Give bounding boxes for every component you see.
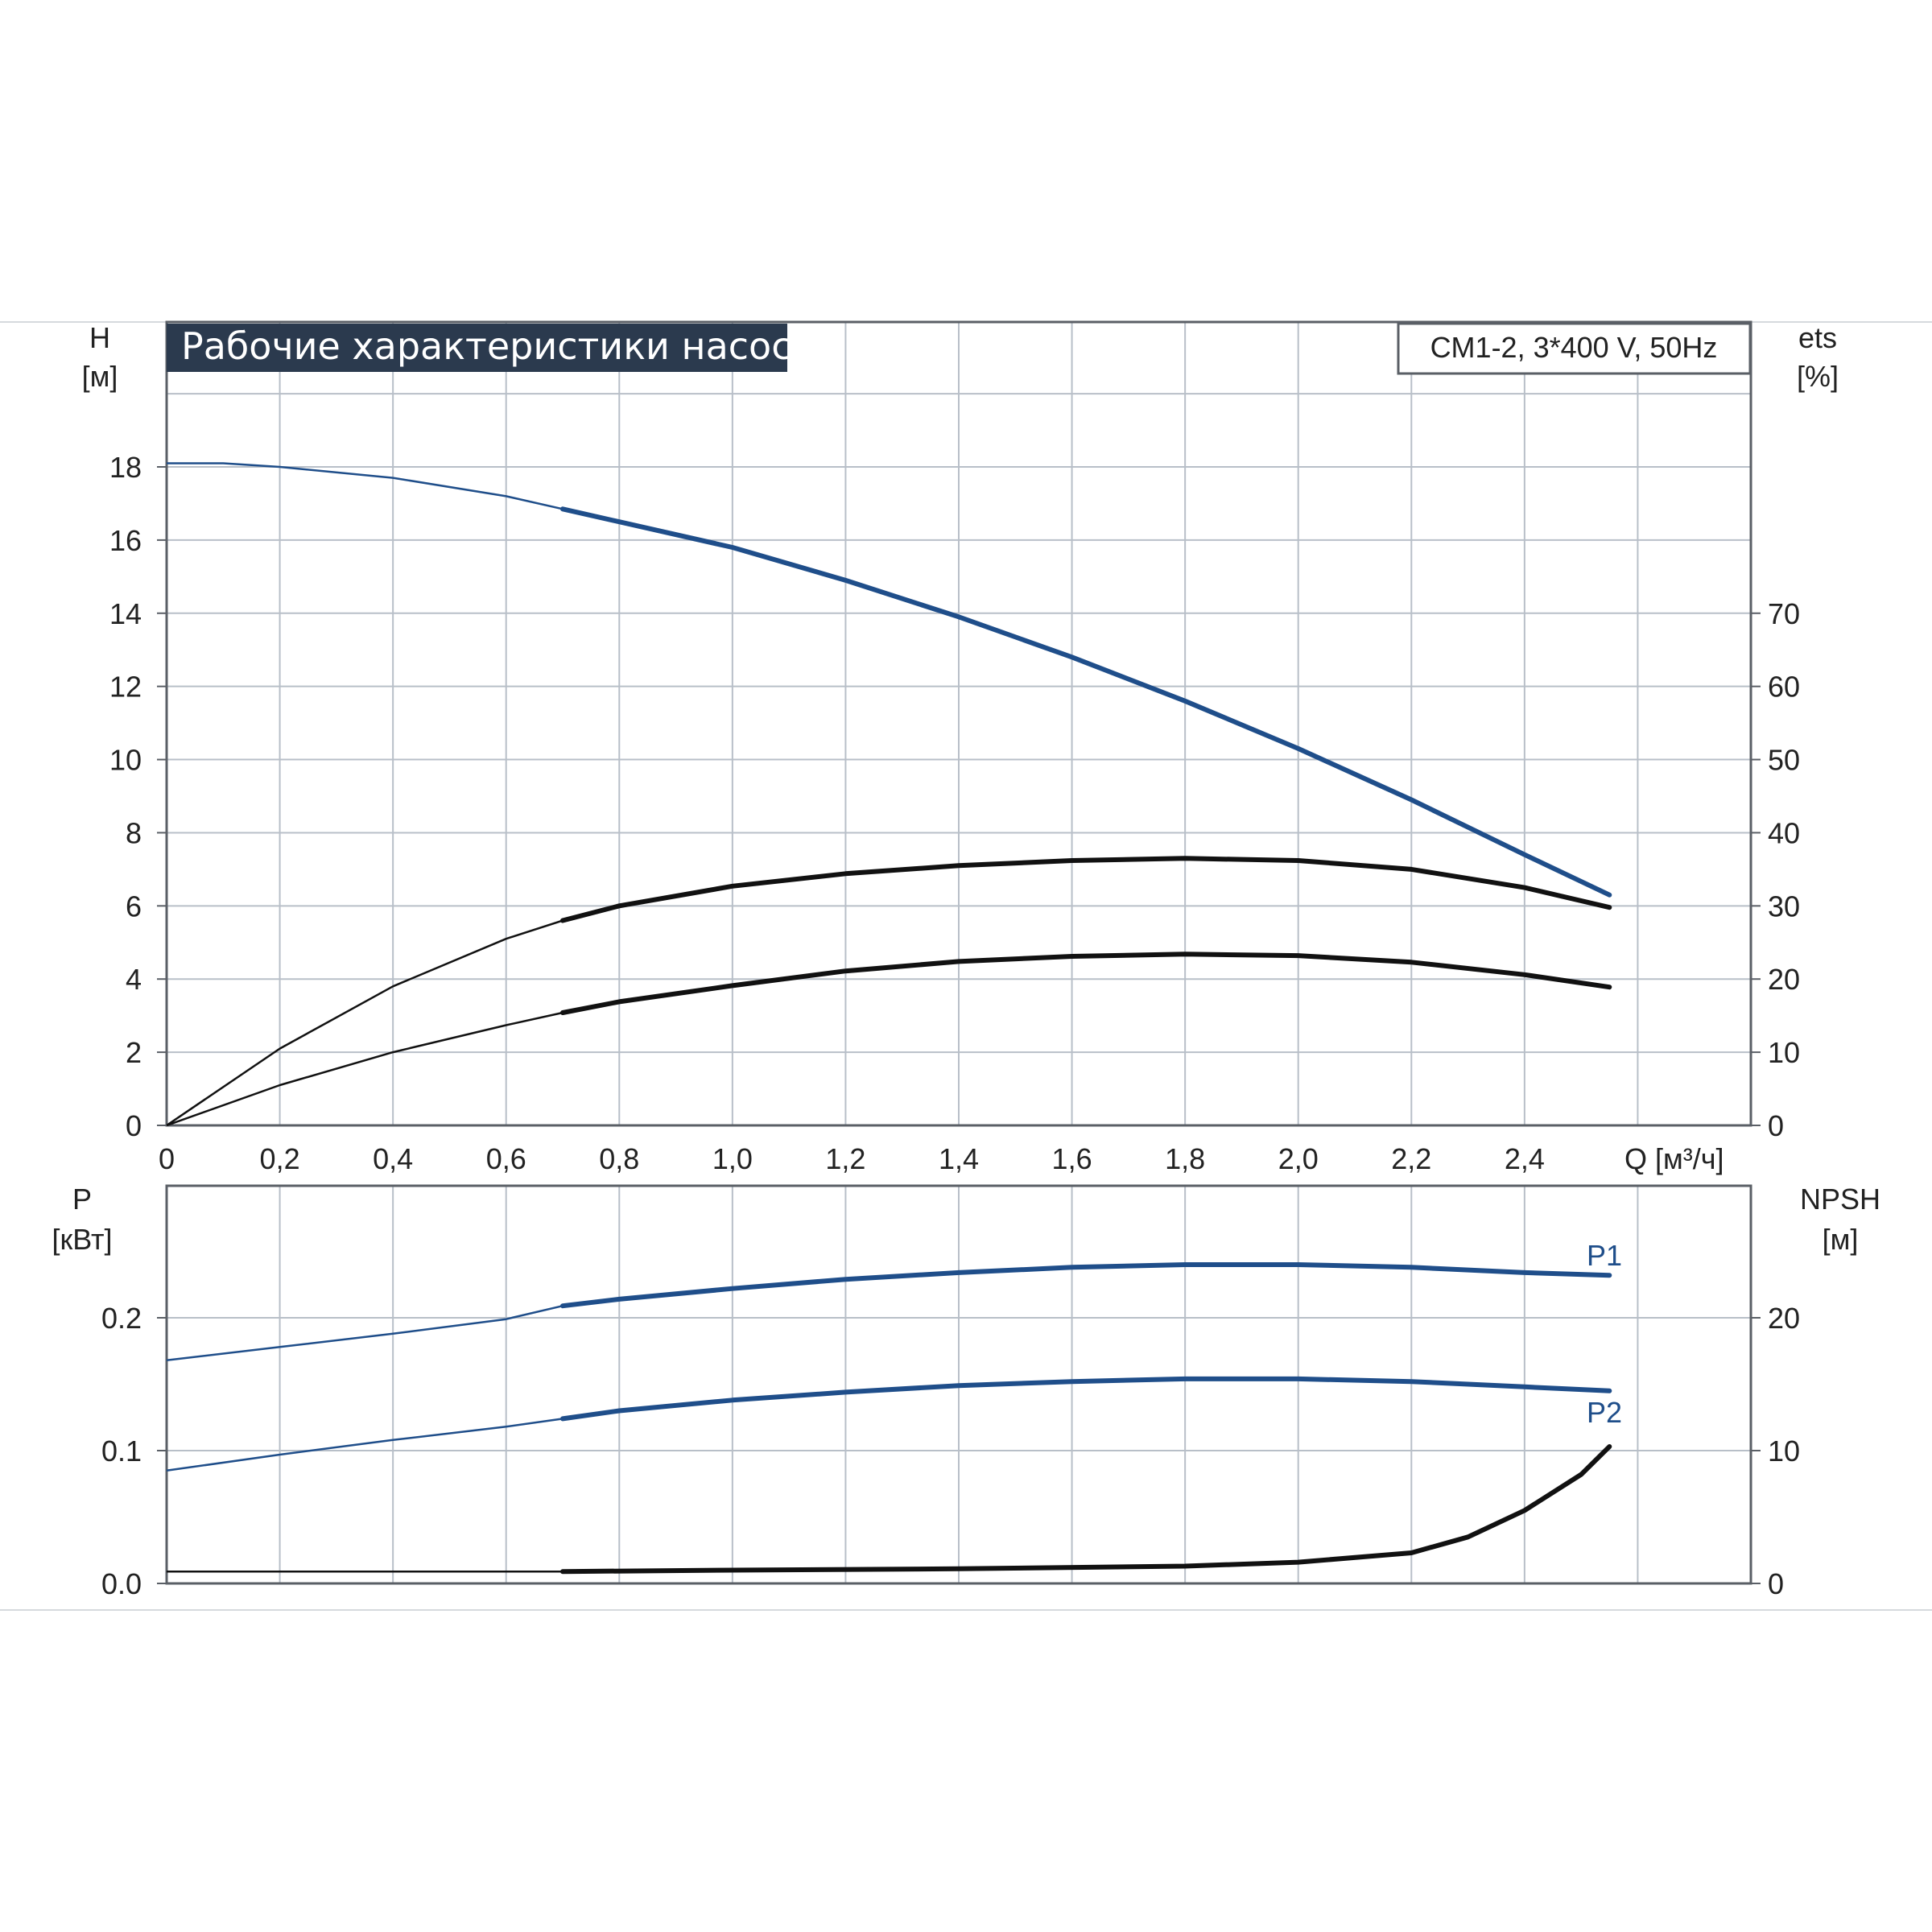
x-tick-label: 1,2 xyxy=(825,1142,865,1175)
upper-grid xyxy=(167,322,1751,1125)
x-tick-label: 0,8 xyxy=(599,1142,639,1175)
p2-curve-extrapolated xyxy=(166,1418,564,1472)
left-tick-label: 0.1 xyxy=(101,1435,142,1468)
left-tick-label: 18 xyxy=(109,451,142,484)
upper-curves xyxy=(166,462,1612,1127)
left-tick-label: 0.2 xyxy=(101,1302,142,1335)
right-tick-label: 50 xyxy=(1768,744,1800,777)
p2-curve xyxy=(560,1376,1612,1422)
lower-right-tick-labels: 0 10 20 xyxy=(1751,1302,1800,1600)
x-tick-labels: 0 0,2 0,4 0,6 0,8 1,0 1,2 1,4 1,6 1,8 2,0 2,2 2,4 xyxy=(159,1142,1545,1175)
p1-series-label: P1 xyxy=(1587,1239,1622,1272)
x-tick-label: 0,4 xyxy=(373,1142,413,1175)
left-tick-label: 2 xyxy=(126,1036,142,1069)
eta-axis-label: ets xyxy=(1798,321,1837,354)
left-tick-label: 14 xyxy=(109,597,142,630)
right-tick-label: 20 xyxy=(1768,1302,1800,1335)
npsh-curve xyxy=(560,1444,1612,1575)
left-tick-label: 6 xyxy=(126,890,142,923)
right-tick-label: 30 xyxy=(1768,890,1800,923)
right-tick-label: 10 xyxy=(1768,1036,1800,1069)
eta2-curve xyxy=(560,952,1612,1015)
left-tick-label: 0 xyxy=(126,1109,142,1142)
p1-curve-extrapolated xyxy=(166,1304,564,1362)
lower-panel: 0.0 0.1 0.2 0 10 20 P [кВт] NPSH [м] P1 P2 xyxy=(52,1183,1880,1600)
x-tick-label: 0,6 xyxy=(486,1142,526,1175)
upper-right-tick-labels: 0 10 20 30 40 50 60 70 xyxy=(1751,597,1800,1142)
h-curve-extrapolated xyxy=(167,462,564,510)
x-tick-label: 2,4 xyxy=(1505,1142,1545,1175)
upper-frame xyxy=(165,320,1752,1127)
h-curve xyxy=(560,506,1612,898)
x-tick-label: 1,0 xyxy=(712,1142,753,1175)
upper-left-tick-labels: 0 2 4 6 8 10 12 14 16 18 xyxy=(109,451,167,1142)
right-tick-label: 0 xyxy=(1768,1109,1784,1142)
left-tick-label: 10 xyxy=(109,744,142,777)
chart-title: Рабочие характеристики насоса xyxy=(181,324,815,368)
right-tick-label: 70 xyxy=(1768,597,1800,630)
left-tick-label: 12 xyxy=(109,671,142,704)
chart-title-box xyxy=(167,324,787,372)
lower-grid xyxy=(167,1186,1751,1583)
x-tick-label: 2,0 xyxy=(1278,1142,1319,1175)
eta2-curve-extrapolated xyxy=(166,1011,564,1127)
p2-series-label: P2 xyxy=(1587,1396,1622,1429)
eta-curve-extrapolated xyxy=(166,919,564,1127)
left-tick-label: 8 xyxy=(126,816,142,849)
h-axis-unit: [м] xyxy=(82,360,118,393)
x-tick-label: 1,8 xyxy=(1165,1142,1205,1175)
right-tick-label: 10 xyxy=(1768,1435,1800,1468)
right-tick-label: 20 xyxy=(1768,963,1800,996)
lower-frame xyxy=(165,1184,1752,1585)
p-axis-unit: [кВт] xyxy=(52,1223,112,1256)
x-tick-label: 0 xyxy=(159,1142,175,1175)
x-tick-label: 0,2 xyxy=(260,1142,300,1175)
right-tick-label: 40 xyxy=(1768,816,1800,849)
left-tick-label: 4 xyxy=(126,963,142,996)
eta-axis-unit: [%] xyxy=(1797,360,1839,393)
h-axis-label: H xyxy=(89,321,110,354)
npsh-axis-label: NPSH xyxy=(1800,1183,1880,1216)
p-axis-label: P xyxy=(72,1183,92,1216)
q-axis-label: Q [м³/ч] xyxy=(1624,1142,1724,1175)
model-label-box xyxy=(1397,322,1752,375)
right-tick-label: 60 xyxy=(1768,671,1800,704)
lower-curves xyxy=(166,1262,1612,1575)
left-tick-label: 16 xyxy=(109,524,142,557)
x-tick-label: 1,6 xyxy=(1052,1142,1092,1175)
left-tick-label: 0.0 xyxy=(101,1567,142,1600)
model-label: CM1-2, 3*400 V, 50Hz xyxy=(1430,331,1718,364)
eta-curve xyxy=(560,856,1612,923)
right-tick-label: 0 xyxy=(1768,1567,1784,1600)
lower-left-tick-labels: 0.0 0.1 0.2 xyxy=(101,1302,167,1600)
p1-curve xyxy=(560,1262,1612,1309)
npsh-axis-unit: [м] xyxy=(1823,1223,1859,1256)
x-tick-label: 1,4 xyxy=(939,1142,979,1175)
x-tick-label: 2,2 xyxy=(1391,1142,1431,1175)
